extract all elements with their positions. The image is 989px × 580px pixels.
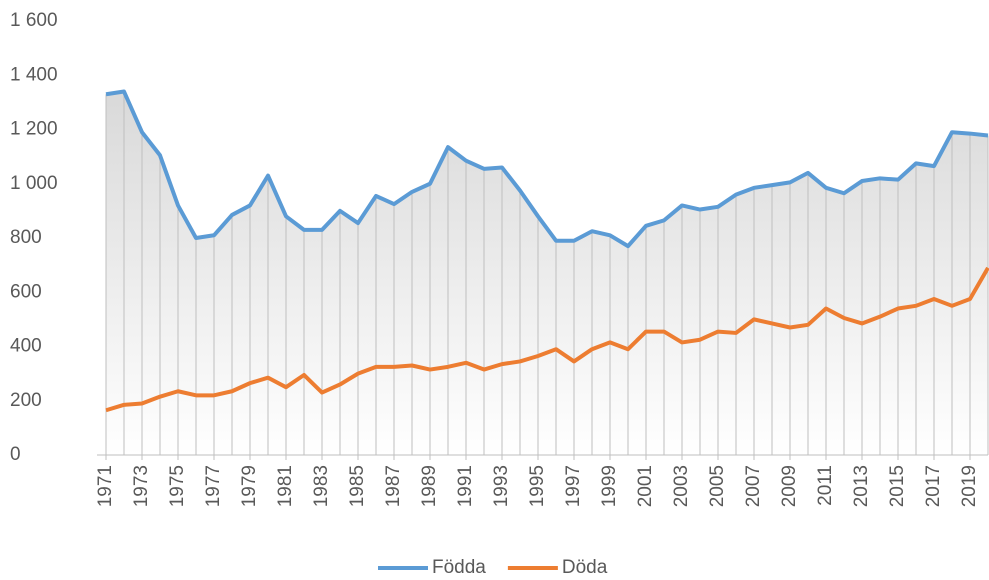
x-tick-label: 1977 bbox=[203, 465, 224, 507]
x-tick-label: 1985 bbox=[347, 465, 368, 507]
legend-label: Döda bbox=[562, 557, 608, 578]
x-tick-label: 1997 bbox=[563, 465, 584, 507]
series-line bbox=[105, 266, 989, 413]
y-tick-label: 1 400 bbox=[10, 64, 58, 85]
y-tick-label: 0 bbox=[10, 444, 21, 465]
x-tick-label: 2001 bbox=[635, 465, 656, 507]
x-tick-label: 2007 bbox=[743, 465, 764, 507]
x-tick-label: 1983 bbox=[311, 465, 332, 507]
y-tick-label: 400 bbox=[10, 336, 42, 357]
x-tick-label: 1989 bbox=[419, 465, 440, 507]
y-tick-label: 800 bbox=[10, 227, 42, 248]
x-tick-label: 2011 bbox=[815, 465, 836, 506]
area bbox=[106, 91, 988, 456]
x-tick-label: 1975 bbox=[167, 465, 188, 507]
y-tick-label: 200 bbox=[10, 390, 42, 411]
x-tick-label: 2005 bbox=[707, 465, 728, 507]
x-tick-label: 2019 bbox=[959, 465, 980, 507]
x-tick-label: 1979 bbox=[239, 465, 260, 507]
x-tick-label: 1981 bbox=[275, 465, 296, 507]
x-tick-label: 2015 bbox=[887, 465, 908, 507]
x-tick-label: 1999 bbox=[599, 465, 620, 507]
y-tick-label: 1 200 bbox=[10, 119, 58, 140]
x-tick-label: 1973 bbox=[131, 465, 152, 507]
legend-label: Födda bbox=[432, 557, 486, 578]
y-tick-label: 1 000 bbox=[10, 173, 58, 194]
x-tick-label: 1991 bbox=[455, 465, 476, 507]
x-tick-label: 1995 bbox=[527, 465, 548, 507]
x-tick-label: 1993 bbox=[491, 465, 512, 507]
series-line bbox=[105, 89, 989, 249]
x-tick-label: 2013 bbox=[851, 465, 872, 507]
x-tick-label: 1971 bbox=[95, 465, 116, 507]
x-tick-label: 2009 bbox=[779, 465, 800, 507]
y-tick-label: 1 600 bbox=[10, 10, 58, 31]
x-tick-label: 1987 bbox=[383, 465, 404, 507]
y-tick-label: 600 bbox=[10, 281, 42, 302]
x-tick-label: 2017 bbox=[923, 465, 944, 507]
x-tick-label: 2003 bbox=[671, 465, 692, 507]
